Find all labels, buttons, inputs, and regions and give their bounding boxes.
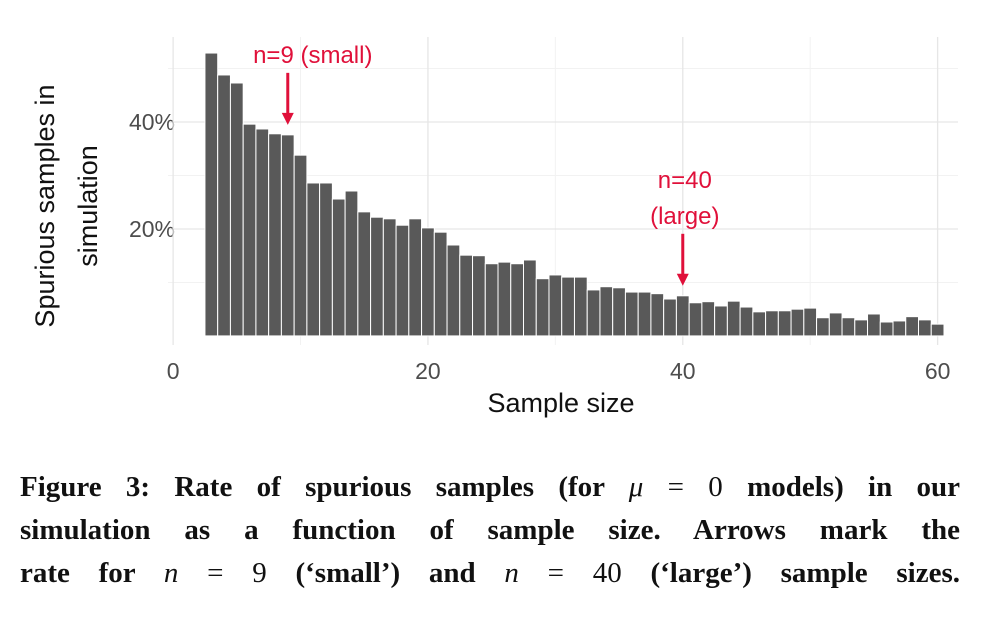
annotation-text: n=40: [658, 167, 712, 194]
bar: [382, 218, 397, 337]
annotation-text: n=9 (small): [253, 42, 372, 69]
caption-line: rate for n = 9 (‘small’) and n = 40 (‘la…: [20, 552, 960, 595]
bar: [726, 300, 741, 337]
annotation-arrowhead: [281, 112, 294, 125]
bar: [561, 276, 575, 337]
bar: [293, 154, 308, 337]
bar: [599, 286, 614, 337]
bar: [892, 320, 907, 337]
bar: [663, 298, 677, 337]
caption-text: Figure 3: Rate of spurious samples (for: [20, 471, 629, 503]
y-axis-label: Spurious samples in: [30, 84, 60, 327]
bar: [828, 312, 843, 337]
caption-line: simulation as a function of sample size.…: [20, 509, 960, 552]
bar: [459, 254, 474, 337]
bar: [280, 134, 295, 337]
caption-text: = 0: [643, 471, 748, 503]
bar: [204, 52, 219, 337]
bar: [739, 306, 754, 337]
bar: [268, 133, 282, 337]
caption-text: simulation as a function of sample size.…: [20, 514, 960, 546]
bar: [854, 319, 869, 337]
bar: [548, 274, 563, 337]
chart: 20% 40% 0 20 40 60 Sample size Spurious samples…: [30, 37, 958, 418]
bar: [421, 227, 435, 337]
bar: [370, 216, 384, 337]
bar: [918, 319, 932, 337]
x-axis-label: Sample size: [487, 388, 634, 418]
bar: [497, 261, 512, 337]
bar: [752, 311, 767, 337]
caption-line: Figure 3: Rate of spurious samples (for …: [20, 466, 960, 509]
bar: [765, 310, 779, 337]
caption-text: n: [163, 557, 179, 589]
bar: [803, 307, 818, 337]
annotation-arrowhead: [676, 273, 689, 286]
bar: [905, 316, 919, 337]
figure-caption: Figure 3: Rate of spurious samples (for …: [20, 466, 960, 595]
bar: [650, 293, 665, 337]
bar: [841, 317, 856, 337]
caption-text: = 9: [178, 557, 296, 589]
bar: [573, 276, 588, 337]
caption-text: = 40: [518, 557, 651, 589]
bar: [816, 317, 830, 337]
bar: [217, 74, 231, 337]
annotation-text: (large): [650, 203, 719, 230]
bar: [867, 313, 881, 337]
bar: [395, 224, 410, 337]
bar: [777, 310, 792, 337]
bar: [675, 295, 690, 337]
bar: [484, 263, 499, 337]
y-axis-label: simulation: [73, 145, 103, 267]
x-tick-label: 20: [415, 358, 441, 384]
bar: [701, 301, 716, 337]
caption-text: (‘large’) sample sizes.: [650, 557, 960, 589]
bar: [612, 287, 626, 337]
bar: [714, 305, 728, 337]
bar: [523, 259, 537, 337]
caption-text: models) in our: [747, 471, 961, 503]
bar: [930, 323, 945, 337]
bar: [242, 123, 257, 337]
x-tick-label: 40: [670, 358, 696, 384]
bar: [446, 244, 461, 337]
x-tick-label: 60: [925, 358, 951, 384]
y-tick-label: 40%: [129, 109, 175, 135]
bar: [586, 289, 601, 337]
bar: [535, 278, 550, 337]
bar: [433, 231, 448, 337]
bar: [357, 211, 372, 337]
bar: [790, 308, 805, 337]
bar: [688, 302, 703, 337]
bar: [229, 82, 244, 337]
bar: [472, 255, 486, 337]
caption-text: rate for: [20, 557, 164, 589]
bar: [306, 182, 321, 337]
bar: [331, 198, 346, 337]
bar: [408, 218, 423, 337]
caption-text: μ: [628, 471, 644, 503]
bar: [637, 291, 652, 337]
bar: [344, 190, 359, 337]
bar: [879, 321, 894, 337]
caption-text: n: [504, 557, 519, 589]
bar: [624, 291, 639, 337]
bar: [255, 128, 270, 337]
caption-text: (‘small’) and: [295, 557, 505, 589]
x-tick-label: 0: [167, 358, 180, 384]
bar: [510, 263, 524, 337]
bar: [319, 182, 333, 337]
y-tick-label: 20%: [129, 216, 175, 242]
